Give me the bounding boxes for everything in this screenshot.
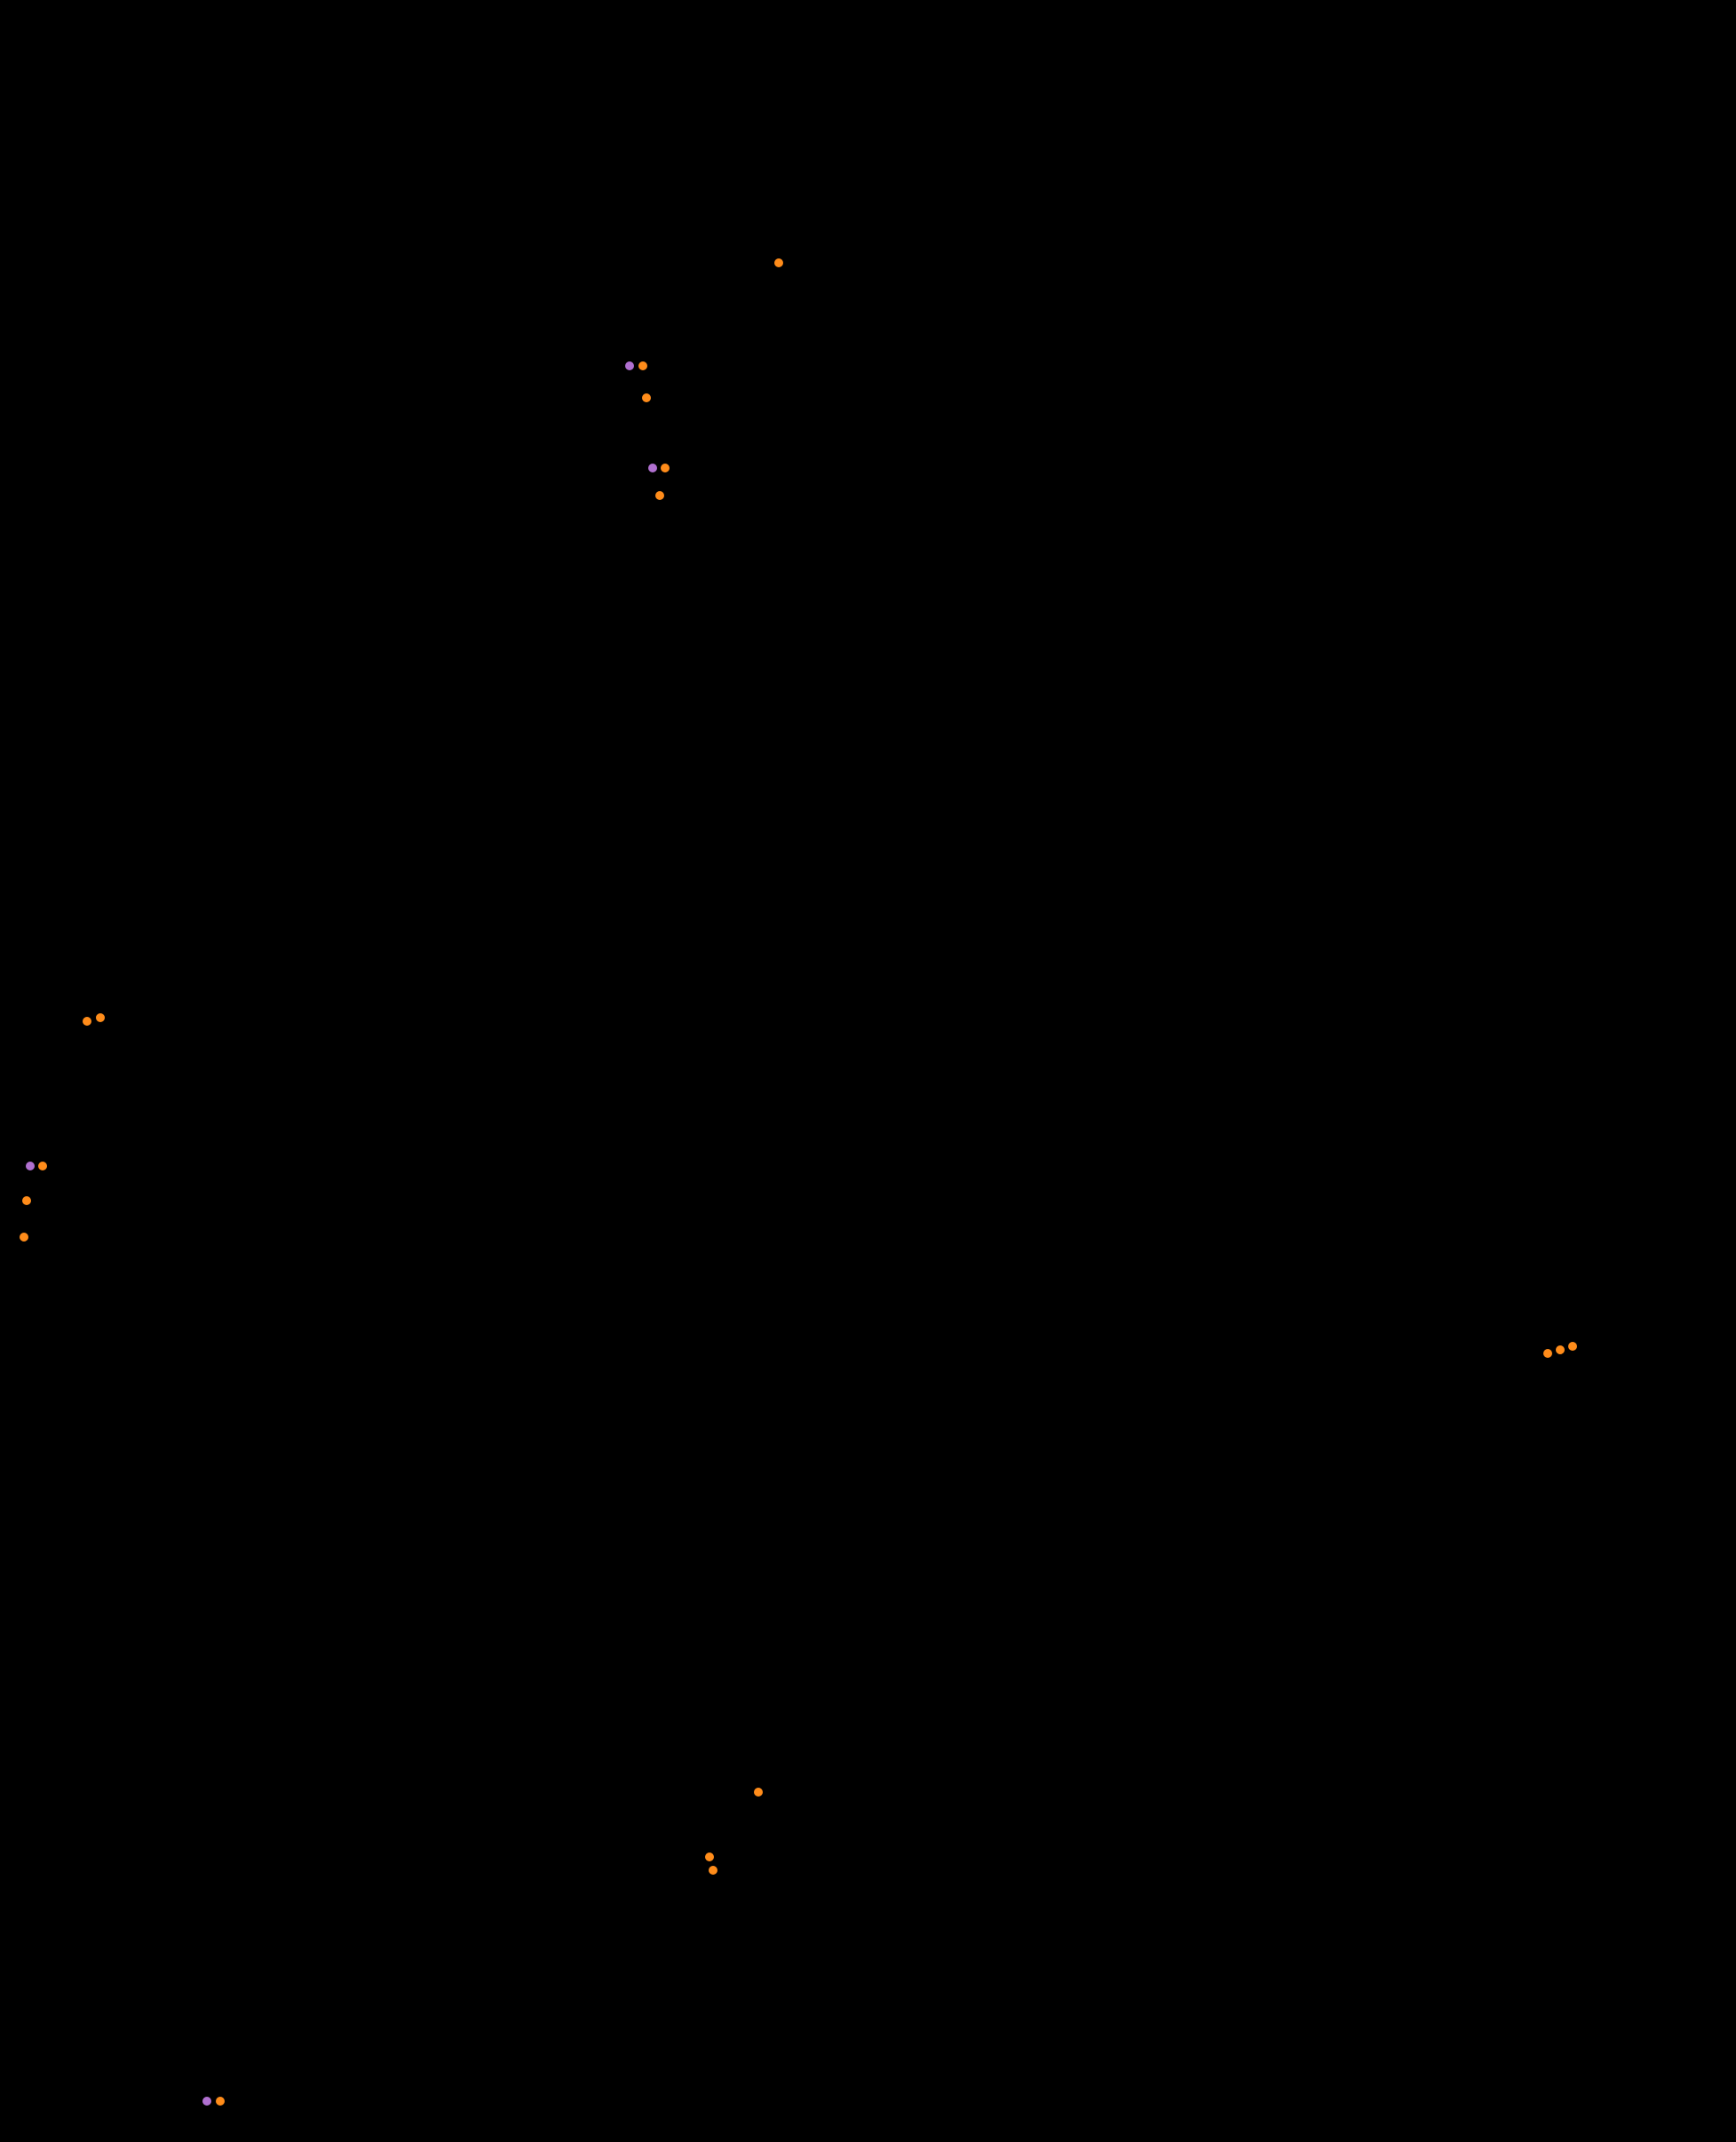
data-point — [83, 1017, 91, 1026]
data-point — [638, 361, 647, 370]
data-point — [202, 2097, 211, 2106]
data-point — [655, 491, 664, 500]
data-point — [625, 361, 634, 370]
data-point — [26, 1162, 35, 1170]
data-point — [216, 2097, 225, 2106]
data-point — [1543, 1349, 1552, 1358]
data-point — [1556, 1345, 1565, 1354]
data-point — [648, 464, 657, 472]
plot-background — [0, 0, 1736, 2142]
scatter-plot — [0, 0, 1736, 2142]
series-cluster-top-a — [774, 258, 783, 267]
data-point — [705, 1852, 714, 1861]
data-point — [661, 464, 670, 472]
data-point — [20, 1233, 28, 1242]
data-point — [22, 1196, 31, 1205]
data-point — [38, 1162, 47, 1170]
data-point — [774, 258, 783, 267]
data-point — [709, 1866, 717, 1875]
data-point — [96, 1013, 105, 1022]
data-point — [754, 1788, 763, 1797]
data-point — [1568, 1342, 1577, 1351]
chart-canvas — [0, 0, 1736, 2142]
data-point — [642, 393, 651, 402]
